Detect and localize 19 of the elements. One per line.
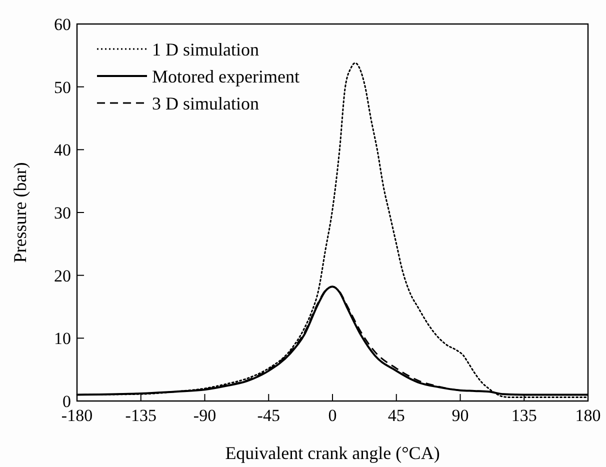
x-tick-label: -90 [193, 406, 216, 425]
x-tick-label: 180 [575, 406, 601, 425]
x-axis-title: Equivalent crank angle (°CA) [225, 443, 440, 463]
x-tick-label: 0 [328, 406, 337, 425]
legend-label: 1 D simulation [152, 39, 259, 60]
y-axis-title: Pressure (bar) [10, 162, 30, 263]
x-tick-label: -135 [125, 406, 156, 425]
x-tick-label: 90 [452, 406, 469, 425]
y-tick-label: 10 [54, 329, 71, 348]
x-tick-label: -45 [257, 406, 280, 425]
y-tick-label: 40 [54, 140, 71, 160]
y-tick-label: 30 [54, 203, 71, 222]
y-tick-label: 50 [54, 78, 71, 97]
y-tick-label: 60 [54, 14, 71, 34]
legend-label: 3 D simulation [152, 93, 259, 114]
legend-label: Motored experiment [152, 66, 300, 86]
y-tick-label: 20 [54, 266, 71, 286]
x-tick-label: 135 [511, 406, 537, 425]
x-tick-label: 45 [388, 406, 405, 425]
